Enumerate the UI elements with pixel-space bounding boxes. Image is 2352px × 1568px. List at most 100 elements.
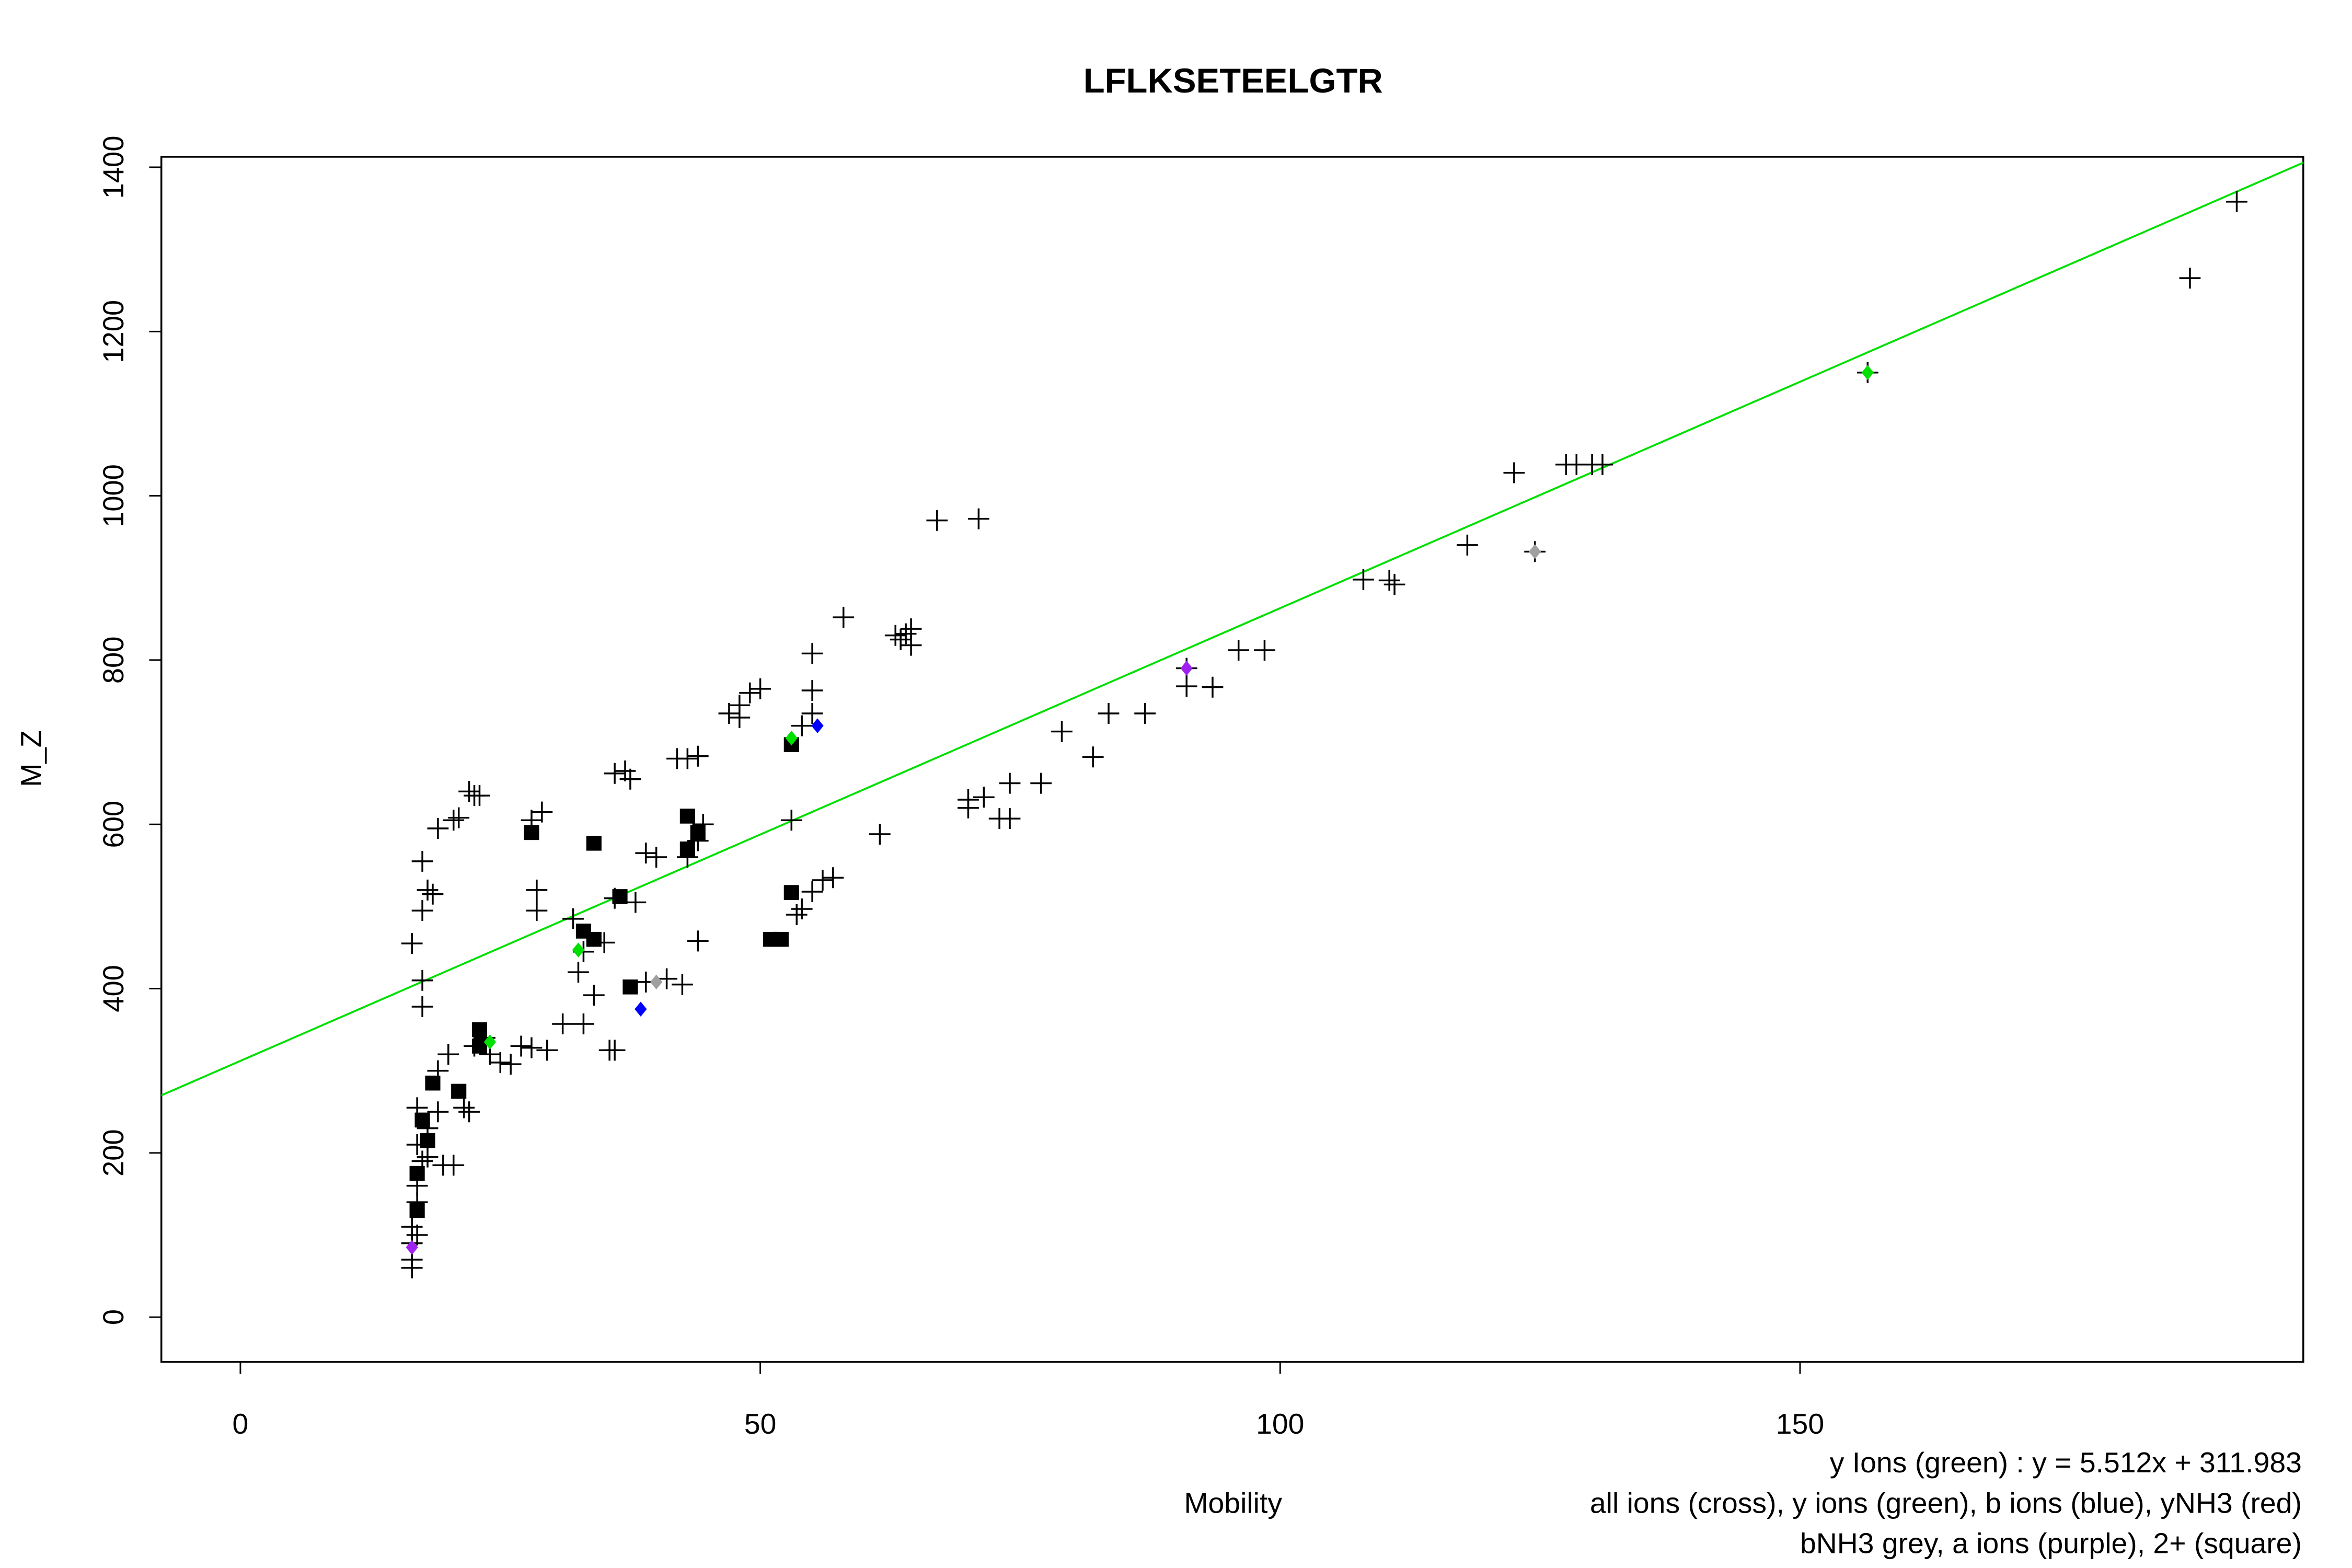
cross-point	[458, 1101, 480, 1123]
cross-point	[801, 680, 823, 701]
square-point	[451, 1083, 467, 1099]
cross-point	[526, 900, 548, 921]
square-point	[690, 825, 706, 840]
cross-point	[1202, 676, 1224, 698]
cross-point	[417, 1146, 439, 1168]
y-tick-label: 200	[97, 1129, 130, 1177]
cross-point	[1134, 703, 1156, 724]
cross-point	[526, 879, 548, 901]
cross-point	[411, 900, 433, 921]
square-point	[524, 825, 539, 840]
square-point	[612, 889, 628, 904]
y-tick-label: 1200	[97, 300, 130, 363]
square-point	[783, 885, 799, 900]
ion-point	[1180, 661, 1193, 676]
cross-point	[666, 748, 688, 769]
square-point	[679, 841, 695, 857]
cross-point	[1592, 454, 1613, 475]
cross-point	[2226, 191, 2247, 212]
cross-point	[895, 623, 917, 644]
square-point	[420, 1133, 435, 1148]
cross-point	[448, 807, 470, 828]
y-tick-label: 600	[97, 801, 130, 848]
x-tick-label: 0	[233, 1408, 249, 1439]
cross-point	[521, 1037, 543, 1058]
cross-point	[604, 1040, 626, 1061]
cross-point	[1082, 746, 1104, 768]
cross-point	[1254, 640, 1275, 661]
x-tick-label: 50	[744, 1408, 777, 1439]
cross-point	[453, 1097, 475, 1119]
cross-point	[469, 785, 490, 806]
cross-point	[406, 1224, 428, 1246]
cross-point	[1378, 570, 1400, 591]
fit-line	[161, 162, 2303, 1097]
cross-point	[443, 810, 465, 831]
ion-point	[650, 974, 663, 990]
cross-point	[890, 629, 912, 650]
cross-point	[1228, 640, 1250, 661]
cross-point	[812, 870, 834, 891]
ion-point	[635, 1001, 647, 1017]
x-tick-label: 100	[1256, 1408, 1304, 1439]
y-tick-label: 1400	[97, 136, 130, 199]
cross-point	[510, 1035, 532, 1057]
cross-point	[645, 847, 667, 868]
cross-point	[869, 824, 891, 845]
cross-point	[411, 996, 433, 1018]
cross-point	[1503, 462, 1525, 483]
cross-point	[552, 1013, 574, 1035]
cross-point	[568, 962, 589, 983]
square-point	[622, 979, 638, 995]
square-point	[679, 809, 695, 824]
square-point	[586, 931, 602, 947]
cross-point	[967, 508, 989, 529]
x-tick-label: 150	[1776, 1408, 1824, 1439]
cross-point	[614, 760, 636, 782]
cross-point	[973, 787, 995, 808]
y-axis-label: M_Z	[15, 730, 48, 787]
cross-point	[958, 789, 979, 811]
cross-point	[718, 703, 740, 724]
cross-point	[500, 1054, 522, 1075]
cross-point	[562, 908, 584, 929]
cross-point	[687, 930, 709, 952]
cross-point	[1353, 569, 1374, 590]
cross-point	[926, 510, 948, 531]
cross-point	[625, 892, 647, 913]
cross-point	[489, 1052, 511, 1073]
x-axis-label: Mobility	[1184, 1487, 1282, 1519]
annotation: bNH3 grey, a ions (purple), 2+ (square)	[1800, 1527, 2302, 1559]
cross-point	[583, 985, 605, 1006]
cross-point	[1098, 703, 1120, 724]
cross-point	[411, 970, 433, 991]
cross-point	[635, 843, 657, 864]
annotation: all ions (cross), y ions (green), b ions…	[1590, 1487, 2302, 1519]
cross-point	[604, 763, 626, 784]
cross-point	[1030, 773, 1052, 794]
chart-title: LFLKSETEELGTR	[1083, 62, 1383, 100]
plot-frame	[160, 156, 2304, 1363]
cross-point	[801, 643, 823, 664]
cross-point	[801, 703, 823, 724]
cross-point	[791, 715, 813, 736]
cross-point	[780, 810, 802, 831]
cross-point	[729, 707, 751, 728]
cross-point	[411, 850, 433, 872]
cross-point	[739, 682, 761, 704]
cross-point	[791, 898, 813, 920]
cross-point	[619, 768, 641, 790]
cross-point	[427, 1101, 449, 1123]
y-tick-label: 1000	[97, 464, 130, 527]
cross-point	[401, 933, 423, 954]
square-point	[471, 1022, 488, 1037]
square-point	[763, 931, 779, 947]
cross-point	[2179, 268, 2201, 289]
cross-point	[531, 801, 553, 823]
cross-point	[672, 974, 693, 995]
cross-point	[536, 1040, 558, 1061]
cross-point	[801, 881, 823, 903]
square-point	[414, 1112, 430, 1128]
y-tick-label: 400	[97, 965, 130, 1012]
